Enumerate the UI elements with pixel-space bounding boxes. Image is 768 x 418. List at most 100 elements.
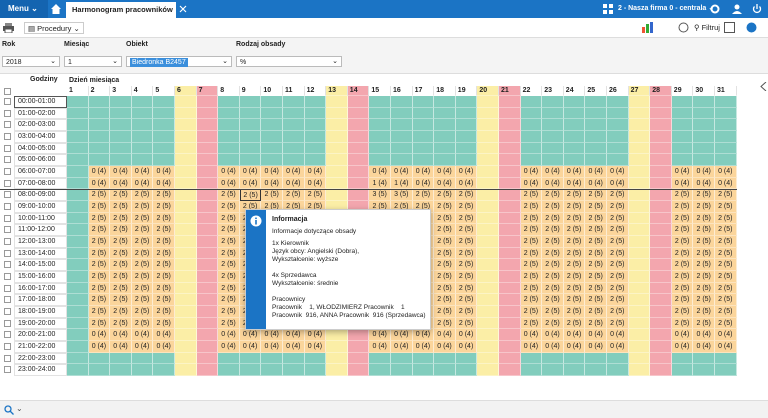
schedule-cell[interactable] (196, 282, 219, 295)
schedule-cell[interactable] (67, 271, 89, 283)
schedule-cell[interactable] (326, 329, 348, 342)
schedule-cell[interactable] (218, 364, 240, 377)
schedule-cell[interactable] (499, 154, 521, 166)
row-checkbox[interactable] (4, 249, 11, 257)
schedule-cell[interactable] (347, 119, 370, 131)
view-icon[interactable] (678, 22, 689, 33)
schedule-cell[interactable]: 0 (4) (391, 341, 413, 353)
schedule-cell[interactable] (175, 236, 197, 248)
schedule-cell[interactable]: 2 (5) (218, 306, 240, 318)
schedule-cell[interactable]: 2 (5) (715, 259, 737, 272)
schedule-cell[interactable] (67, 364, 89, 377)
schedule-cell[interactable] (585, 96, 607, 108)
schedule-cell[interactable] (239, 96, 262, 108)
schedule-cell[interactable] (196, 154, 219, 166)
schedule-cell[interactable] (218, 119, 240, 131)
schedule-cell[interactable] (67, 119, 89, 131)
row-checkbox[interactable] (4, 226, 11, 234)
schedule-cell[interactable] (369, 119, 391, 131)
schedule-cell[interactable] (67, 236, 89, 248)
schedule-cell[interactable] (434, 154, 456, 166)
schedule-cell[interactable] (628, 236, 651, 248)
schedule-cell[interactable] (455, 107, 478, 120)
schedule-cell[interactable] (326, 341, 348, 353)
hour-cell[interactable]: 02:00-03:00 (14, 119, 67, 131)
schedule-cell[interactable]: 2 (5) (434, 317, 456, 330)
schedule-cell[interactable]: 2 (5) (110, 317, 132, 330)
schedule-cell[interactable] (196, 96, 219, 108)
schedule-cell[interactable]: 2 (5) (585, 306, 607, 318)
schedule-cell[interactable]: 2 (5) (715, 271, 737, 283)
schedule-cell[interactable]: 0 (4) (520, 329, 543, 342)
schedule-cell[interactable] (628, 166, 651, 178)
schedule-cell[interactable] (499, 189, 521, 202)
schedule-cell[interactable]: 2 (5) (520, 317, 543, 330)
schedule-cell[interactable]: 2 (5) (563, 212, 586, 225)
schedule-cell[interactable] (110, 131, 132, 143)
schedule-cell[interactable] (261, 119, 283, 131)
schedule-cell[interactable] (131, 119, 154, 131)
schedule-cell[interactable] (499, 259, 521, 272)
schedule-cell[interactable] (347, 177, 370, 190)
schedule-cell[interactable]: 0 (4) (261, 177, 283, 190)
schedule-cell[interactable] (391, 96, 413, 108)
schedule-cell[interactable] (563, 119, 586, 131)
schedule-cell[interactable]: 2 (5) (585, 294, 607, 307)
schedule-cell[interactable] (650, 306, 672, 318)
schedule-cell[interactable] (650, 259, 672, 272)
schedule-cell[interactable] (391, 154, 413, 166)
schedule-cell[interactable] (671, 96, 694, 108)
schedule-cell[interactable] (88, 96, 111, 108)
schedule-cell[interactable] (628, 282, 651, 295)
schedule-cell[interactable]: 2 (5) (542, 212, 564, 225)
schedule-cell[interactable]: 2 (5) (110, 294, 132, 307)
schedule-cell[interactable] (131, 142, 154, 155)
schedule-cell[interactable]: 2 (5) (563, 259, 586, 272)
schedule-cell[interactable] (499, 364, 521, 377)
schedule-cell[interactable] (196, 119, 219, 131)
hour-cell[interactable]: 01:00-02:00 (14, 107, 67, 120)
schedule-cell[interactable] (175, 107, 197, 120)
schedule-cell[interactable] (326, 364, 348, 377)
schedule-cell[interactable]: 0 (4) (304, 166, 327, 178)
schedule-cell[interactable]: 0 (4) (715, 166, 737, 178)
schedule-cell[interactable] (499, 294, 521, 307)
schedule-cell[interactable]: 3 (5) (391, 189, 413, 202)
hour-cell[interactable]: 09:00-10:00 (14, 201, 67, 213)
schedule-cell[interactable]: 2 (5) (585, 317, 607, 330)
schedule-cell[interactable]: 0 (4) (520, 177, 543, 190)
schedule-cell[interactable]: 0 (4) (434, 166, 456, 178)
schedule-cell[interactable] (131, 96, 154, 108)
schedule-cell[interactable] (304, 119, 327, 131)
schedule-cell[interactable] (239, 107, 262, 120)
schedule-cell[interactable]: 2 (5) (218, 282, 240, 295)
schedule-cell[interactable]: 2 (5) (607, 306, 629, 318)
schedule-cell[interactable] (326, 352, 348, 365)
schedule-cell[interactable] (499, 306, 521, 318)
schedule-cell[interactable] (196, 329, 219, 342)
schedule-cell[interactable] (175, 212, 197, 225)
schedule-cell[interactable] (499, 131, 521, 143)
schedule-cell[interactable]: 2 (5) (607, 212, 629, 225)
hour-cell[interactable]: 21:00-22:00 (14, 341, 67, 353)
hour-cell[interactable]: 13:00-14:00 (14, 247, 67, 260)
search-icon[interactable] (4, 405, 14, 415)
schedule-cell[interactable]: 2 (5) (607, 247, 629, 260)
schedule-cell[interactable] (455, 154, 478, 166)
schedule-cell[interactable] (563, 352, 586, 365)
schedule-cell[interactable] (434, 96, 456, 108)
schedule-cell[interactable]: 2 (5) (88, 317, 111, 330)
schedule-cell[interactable]: 0 (4) (542, 329, 564, 342)
schedule-cell[interactable] (715, 131, 737, 143)
schedule-cell[interactable]: 2 (5) (607, 236, 629, 248)
schedule-cell[interactable] (88, 364, 111, 377)
hour-cell[interactable]: 22:00-23:00 (14, 352, 67, 365)
schedule-cell[interactable] (261, 154, 283, 166)
schedule-cell[interactable]: 2 (5) (520, 306, 543, 318)
schedule-cell[interactable]: 2 (5) (671, 236, 694, 248)
schedule-cell[interactable] (391, 131, 413, 143)
schedule-cell[interactable]: 2 (5) (283, 189, 305, 202)
schedule-cell[interactable] (477, 341, 499, 353)
schedule-cell[interactable]: 2 (5) (693, 282, 715, 295)
schedule-cell[interactable]: 0 (4) (369, 329, 391, 342)
